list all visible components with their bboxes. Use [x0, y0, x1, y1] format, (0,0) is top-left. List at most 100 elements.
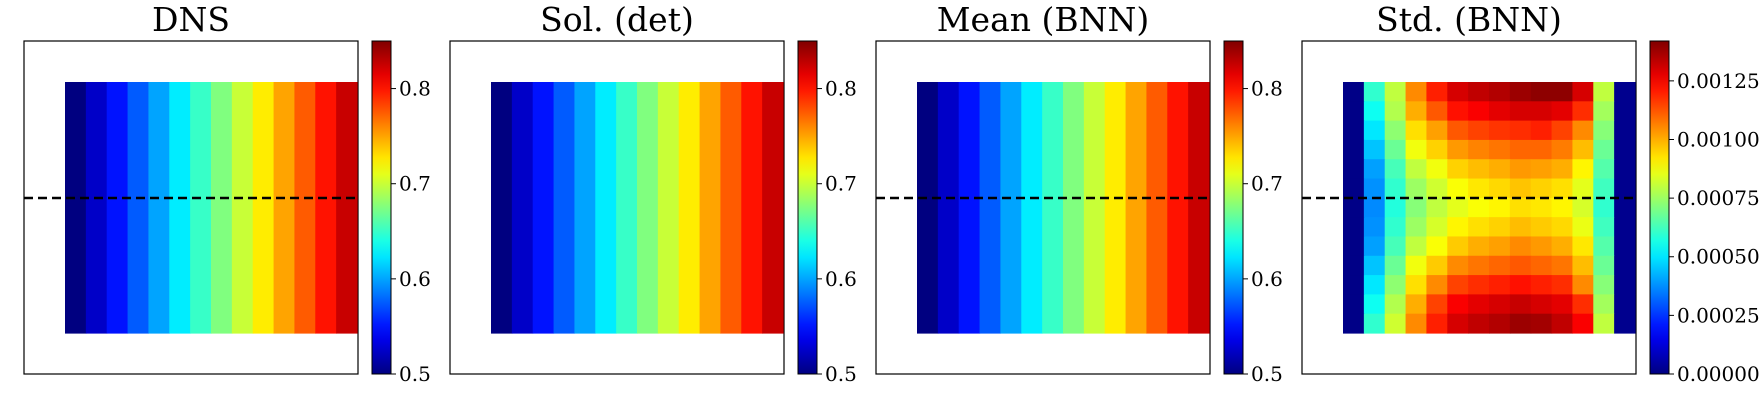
- heatmap-cell: [1551, 255, 1574, 276]
- heatmap-cell: [1343, 313, 1365, 334]
- heatmap-cell: [1405, 178, 1428, 199]
- heatmap-cell: [1551, 236, 1574, 257]
- heatmap-cell: [1468, 294, 1490, 315]
- panel-title: Sol. (det): [540, 0, 694, 39]
- heatmap-cell: [1468, 82, 1490, 102]
- heatmap-cell: [1405, 120, 1428, 141]
- heatmap-cell: [1447, 217, 1469, 238]
- heatmap-cell: [1405, 275, 1428, 295]
- heatmap-cell: [1614, 178, 1636, 199]
- heatmap-cell: [1509, 178, 1532, 199]
- heatmap-cell: [1489, 178, 1511, 199]
- heatmap-cell: [1593, 178, 1615, 199]
- heatmap-cell: [1530, 101, 1553, 122]
- heatmap-cell: [1489, 82, 1511, 102]
- heatmap-cell: [1551, 275, 1574, 295]
- heatmap-cell: [574, 82, 596, 334]
- heatmap-cell: [1572, 82, 1594, 102]
- heatmap-cell: [1489, 159, 1511, 180]
- heatmap-cell: [1468, 217, 1490, 238]
- heatmap-cell: [1489, 101, 1511, 122]
- heatmap-cell: [1468, 159, 1490, 180]
- colorbar-tick-label: 0.5: [399, 362, 431, 386]
- colorbar-tick-label: 0.7: [1251, 172, 1283, 196]
- heatmap-cell: [1384, 255, 1407, 276]
- heatmap-cell: [1405, 294, 1428, 315]
- colorbar-tick-label: 0.00075: [1677, 186, 1760, 210]
- heatmap-cell: [1363, 255, 1386, 276]
- heatmap-cell: [1509, 82, 1532, 102]
- heatmap-cell: [1614, 236, 1636, 257]
- heatmap-cell: [1530, 197, 1553, 218]
- heatmap-cell: [1530, 120, 1553, 141]
- heatmap-cell: [1489, 275, 1511, 295]
- heatmap-cell: [1509, 217, 1532, 238]
- heatmap-cell: [1509, 197, 1532, 218]
- colorbar-tick-label: 0.00125: [1677, 69, 1760, 93]
- heatmap-cell: [1447, 120, 1469, 141]
- heatmap-cell: [1468, 236, 1490, 257]
- heatmap: [491, 82, 784, 334]
- heatmap-cell: [1188, 82, 1210, 334]
- heatmap-cell: [65, 82, 87, 334]
- panel-3: Mean (BNN) 0.5 0.6 0.7 0.8: [875, 0, 1283, 386]
- heatmap-cell: [1447, 178, 1469, 199]
- heatmap-cell: [1614, 275, 1636, 295]
- heatmap-cell: [1614, 159, 1636, 180]
- heatmap-cell: [1426, 236, 1448, 257]
- heatmap-cell: [1384, 217, 1407, 238]
- heatmap: [1343, 82, 1636, 334]
- heatmap-cell: [699, 82, 722, 334]
- heatmap-cell: [1405, 197, 1428, 218]
- panel-title: Std. (BNN): [1376, 0, 1562, 39]
- heatmap-cell: [1343, 294, 1365, 315]
- heatmap-cell: [1363, 236, 1386, 257]
- heatmap-cell: [1530, 313, 1553, 334]
- heatmap-cell: [511, 82, 534, 334]
- heatmap-cell: [1468, 275, 1490, 295]
- heatmap-cell: [1447, 159, 1469, 180]
- heatmap-cell: [1426, 217, 1448, 238]
- heatmap-cell: [1426, 197, 1448, 218]
- heatmap-cell: [720, 82, 742, 334]
- heatmap-cell: [1551, 313, 1574, 334]
- heatmap-cell: [553, 82, 576, 334]
- heatmap-cell: [1426, 82, 1448, 102]
- heatmap-cell: [1343, 197, 1365, 218]
- heatmap-cell: [1593, 255, 1615, 276]
- heatmap-cell: [1405, 255, 1428, 276]
- heatmap-cell: [937, 82, 960, 334]
- heatmap-cell: [1343, 159, 1365, 180]
- heatmap-cell: [1426, 101, 1448, 122]
- heatmap-cell: [106, 82, 129, 334]
- heatmap-cell: [1530, 275, 1553, 295]
- heatmap-cell: [762, 82, 784, 334]
- heatmap-cell: [979, 82, 1002, 334]
- heatmap-cell: [1551, 217, 1574, 238]
- panel-title: DNS: [152, 0, 230, 39]
- heatmap-cell: [1343, 139, 1365, 160]
- colorbar-tick-label: 0.6: [399, 267, 431, 291]
- heatmap-cell: [1572, 178, 1594, 199]
- heatmap-cell: [1489, 236, 1511, 257]
- heatmap-cell: [1447, 139, 1469, 160]
- heatmap-cell: [1593, 120, 1615, 141]
- heatmap-cell: [1530, 217, 1553, 238]
- heatmap-cell: [1593, 217, 1615, 238]
- heatmap-cell: [595, 82, 617, 334]
- colorbar-tick-label: 0.00050: [1677, 245, 1760, 269]
- heatmap-cell: [1343, 275, 1365, 295]
- heatmap-cell: [741, 82, 763, 334]
- heatmap-cell: [1530, 139, 1553, 160]
- heatmap-cell: [1530, 236, 1553, 257]
- panel-4: Std. (BNN) 0.00000 0.00025 0.00050 0.00075 0.…: [1301, 0, 1760, 386]
- heatmap-cell: [1489, 139, 1511, 160]
- heatmap-cell: [1426, 294, 1448, 315]
- heatmap-cell: [1551, 120, 1574, 141]
- heatmap-cell: [1405, 159, 1428, 180]
- heatmap-cell: [1343, 82, 1365, 102]
- heatmap-cell: [637, 82, 659, 334]
- heatmap-cell: [1426, 120, 1448, 141]
- colorbar-tick-label: 0.5: [1251, 362, 1283, 386]
- heatmap-cell: [148, 82, 170, 334]
